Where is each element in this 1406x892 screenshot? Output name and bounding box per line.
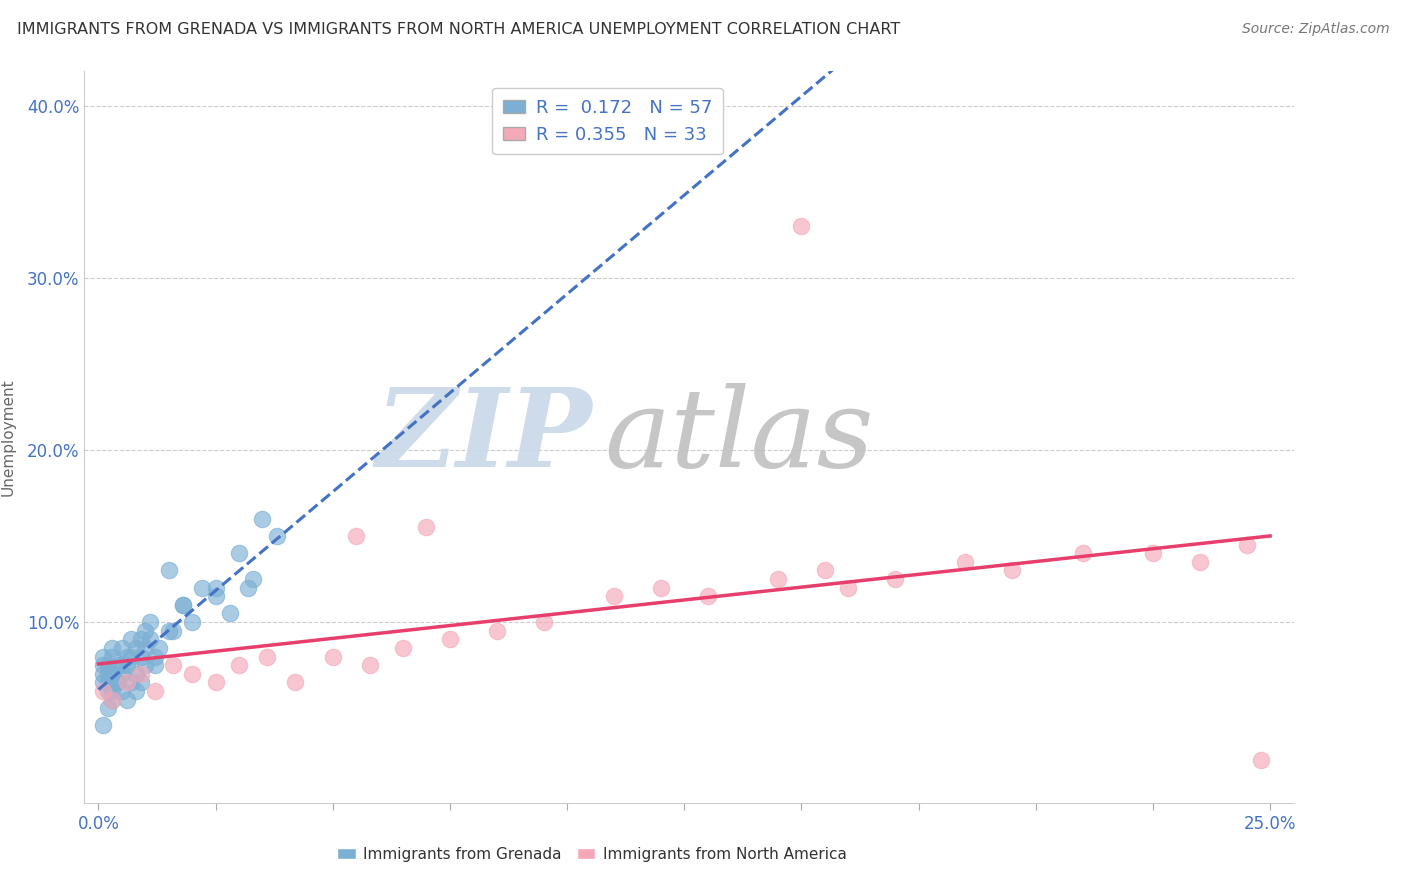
Point	[252, 512, 274, 526]
Point	[91, 666, 114, 681]
Point	[91, 718, 114, 732]
Point	[115, 649, 138, 664]
Point	[97, 666, 120, 681]
Point	[884, 572, 907, 586]
Point	[696, 589, 718, 603]
Point	[91, 675, 114, 690]
Point	[266, 529, 288, 543]
Y-axis label: Unemployment: Unemployment	[1, 378, 15, 496]
Point	[97, 701, 120, 715]
Point	[134, 624, 156, 638]
Point	[120, 649, 142, 664]
Point	[111, 684, 134, 698]
Point	[125, 684, 148, 698]
Point	[157, 624, 180, 638]
Point	[101, 666, 124, 681]
Point	[97, 658, 120, 673]
Point	[111, 658, 134, 673]
Point	[1142, 546, 1164, 560]
Point	[533, 615, 555, 629]
Point	[134, 640, 156, 655]
Point	[129, 649, 152, 664]
Point	[162, 658, 184, 673]
Point	[111, 666, 134, 681]
Point	[955, 555, 977, 569]
Point	[157, 564, 180, 578]
Point	[344, 529, 367, 543]
Text: IMMIGRANTS FROM GRENADA VS IMMIGRANTS FROM NORTH AMERICA UNEMPLOYMENT CORRELATIO: IMMIGRANTS FROM GRENADA VS IMMIGRANTS FR…	[17, 22, 900, 37]
Point	[181, 615, 204, 629]
Point	[359, 658, 381, 673]
Point	[837, 581, 859, 595]
Point	[101, 649, 124, 664]
Point	[284, 675, 307, 690]
Point	[91, 658, 114, 673]
Point	[1071, 546, 1094, 560]
Point	[1250, 753, 1272, 767]
Point	[139, 615, 162, 629]
Text: Source: ZipAtlas.com: Source: ZipAtlas.com	[1241, 22, 1389, 37]
Point	[105, 675, 128, 690]
Point	[143, 684, 166, 698]
Point	[148, 640, 170, 655]
Point	[134, 658, 156, 673]
Point	[125, 666, 148, 681]
Text: atlas: atlas	[605, 384, 875, 491]
Point	[1188, 555, 1211, 569]
Point	[97, 684, 120, 698]
Point	[97, 675, 120, 690]
Point	[204, 581, 226, 595]
Point	[766, 572, 789, 586]
Point	[392, 640, 415, 655]
Point	[143, 658, 166, 673]
Point	[814, 564, 837, 578]
Point	[256, 649, 278, 664]
Point	[238, 581, 260, 595]
Point	[1001, 564, 1024, 578]
Point	[129, 666, 152, 681]
Point	[439, 632, 461, 647]
Point	[139, 632, 162, 647]
Point	[115, 692, 138, 706]
Point	[105, 658, 128, 673]
Point	[322, 649, 344, 664]
Point	[603, 589, 626, 603]
Point	[172, 598, 194, 612]
Point	[162, 624, 184, 638]
Point	[101, 684, 124, 698]
Point	[228, 546, 250, 560]
Point	[101, 692, 124, 706]
Point	[204, 675, 226, 690]
Point	[1236, 538, 1258, 552]
Point	[204, 589, 226, 603]
Point	[143, 649, 166, 664]
Point	[91, 649, 114, 664]
Point	[105, 675, 128, 690]
Point	[228, 658, 250, 673]
Point	[129, 675, 152, 690]
Point	[91, 684, 114, 698]
Point	[111, 640, 134, 655]
Point	[115, 658, 138, 673]
Legend: R =  0.172   N = 57, R = 0.355   N = 33: R = 0.172 N = 57, R = 0.355 N = 33	[492, 87, 723, 154]
Point	[181, 666, 204, 681]
Point	[415, 520, 437, 534]
Point	[218, 607, 240, 621]
Point	[129, 632, 152, 647]
Text: ZIP: ZIP	[375, 384, 592, 491]
Point	[115, 675, 138, 690]
Point	[125, 640, 148, 655]
Point	[242, 572, 264, 586]
Point	[790, 219, 813, 234]
Point	[650, 581, 672, 595]
Point	[485, 624, 508, 638]
Point	[101, 692, 124, 706]
Point	[120, 632, 142, 647]
Point	[172, 598, 194, 612]
Point	[120, 675, 142, 690]
Point	[101, 640, 124, 655]
Point	[190, 581, 212, 595]
